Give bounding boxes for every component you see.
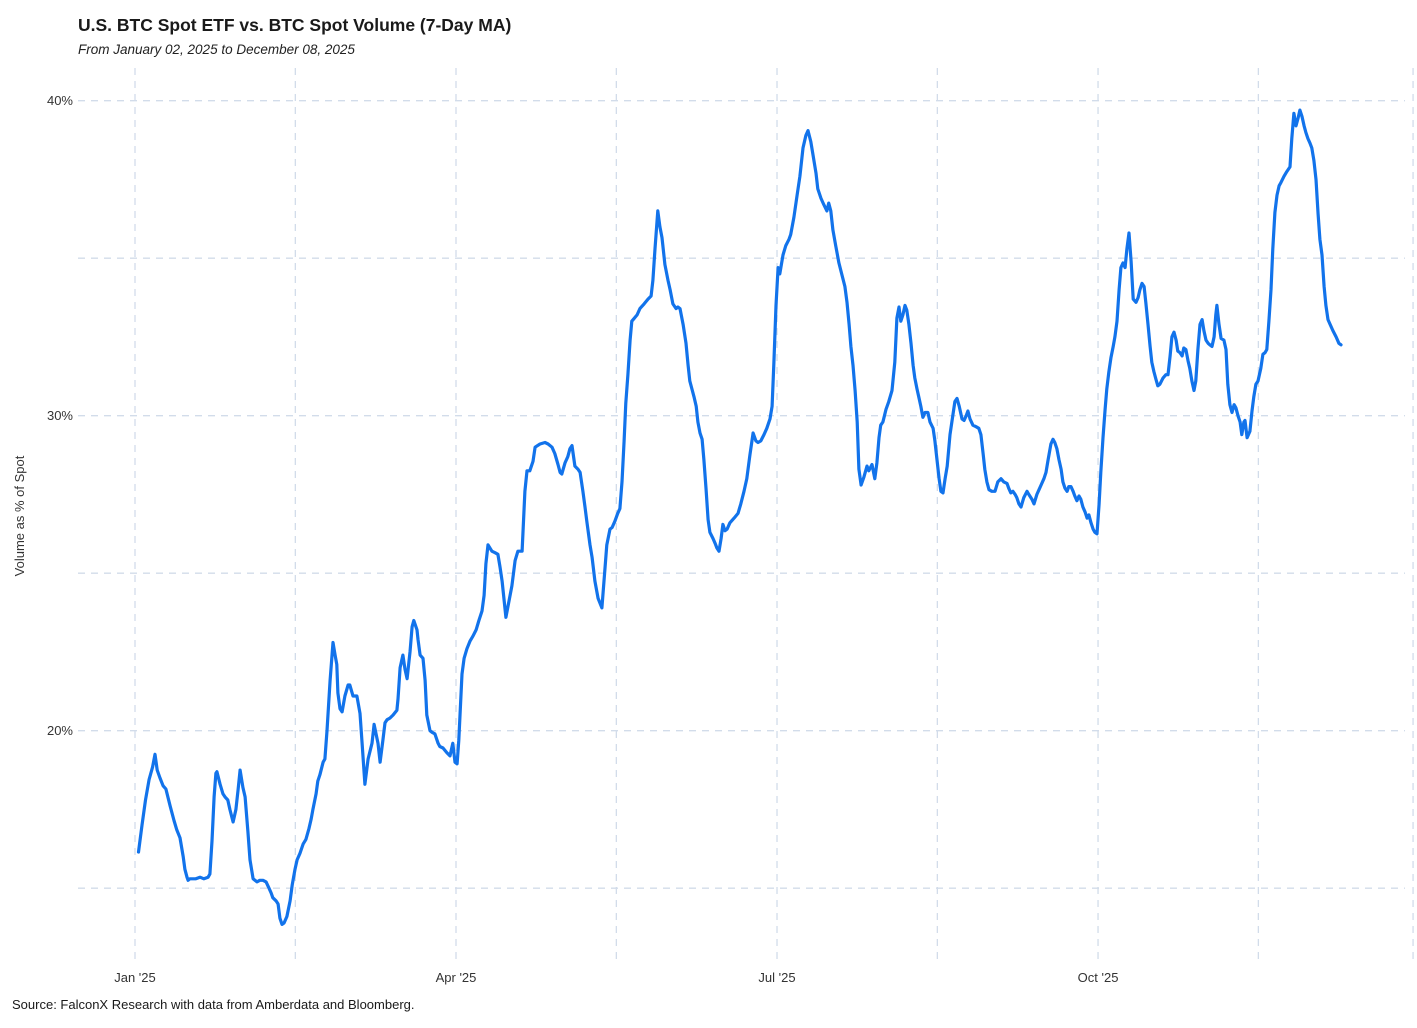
y-tick-label: 30% [47,408,73,423]
x-tick-label: Apr '25 [436,970,477,985]
source-note: Source: FalconX Research with data from … [12,997,415,1012]
axis-label-layer: 20% 30% 40% Jan '25 Apr '25 Jul '25 Oct '25 [47,93,1118,985]
y-axis-title: Volume as % of Spot [12,455,27,576]
grid-layer [78,68,1414,963]
x-tick-label: Jul '25 [758,970,795,985]
chart-title: U.S. BTC Spot ETF vs. BTC Spot Volume (7… [78,15,511,35]
data-line [136,108,1343,927]
x-tick-label: Jan '25 [114,970,156,985]
y-tick-label: 40% [47,93,73,108]
chart-subtitle: From January 02, 2025 to December 08, 20… [78,42,355,57]
x-tick-label: Oct '25 [1078,970,1119,985]
y-tick-label: 20% [47,723,73,738]
series-layer [136,108,1343,927]
